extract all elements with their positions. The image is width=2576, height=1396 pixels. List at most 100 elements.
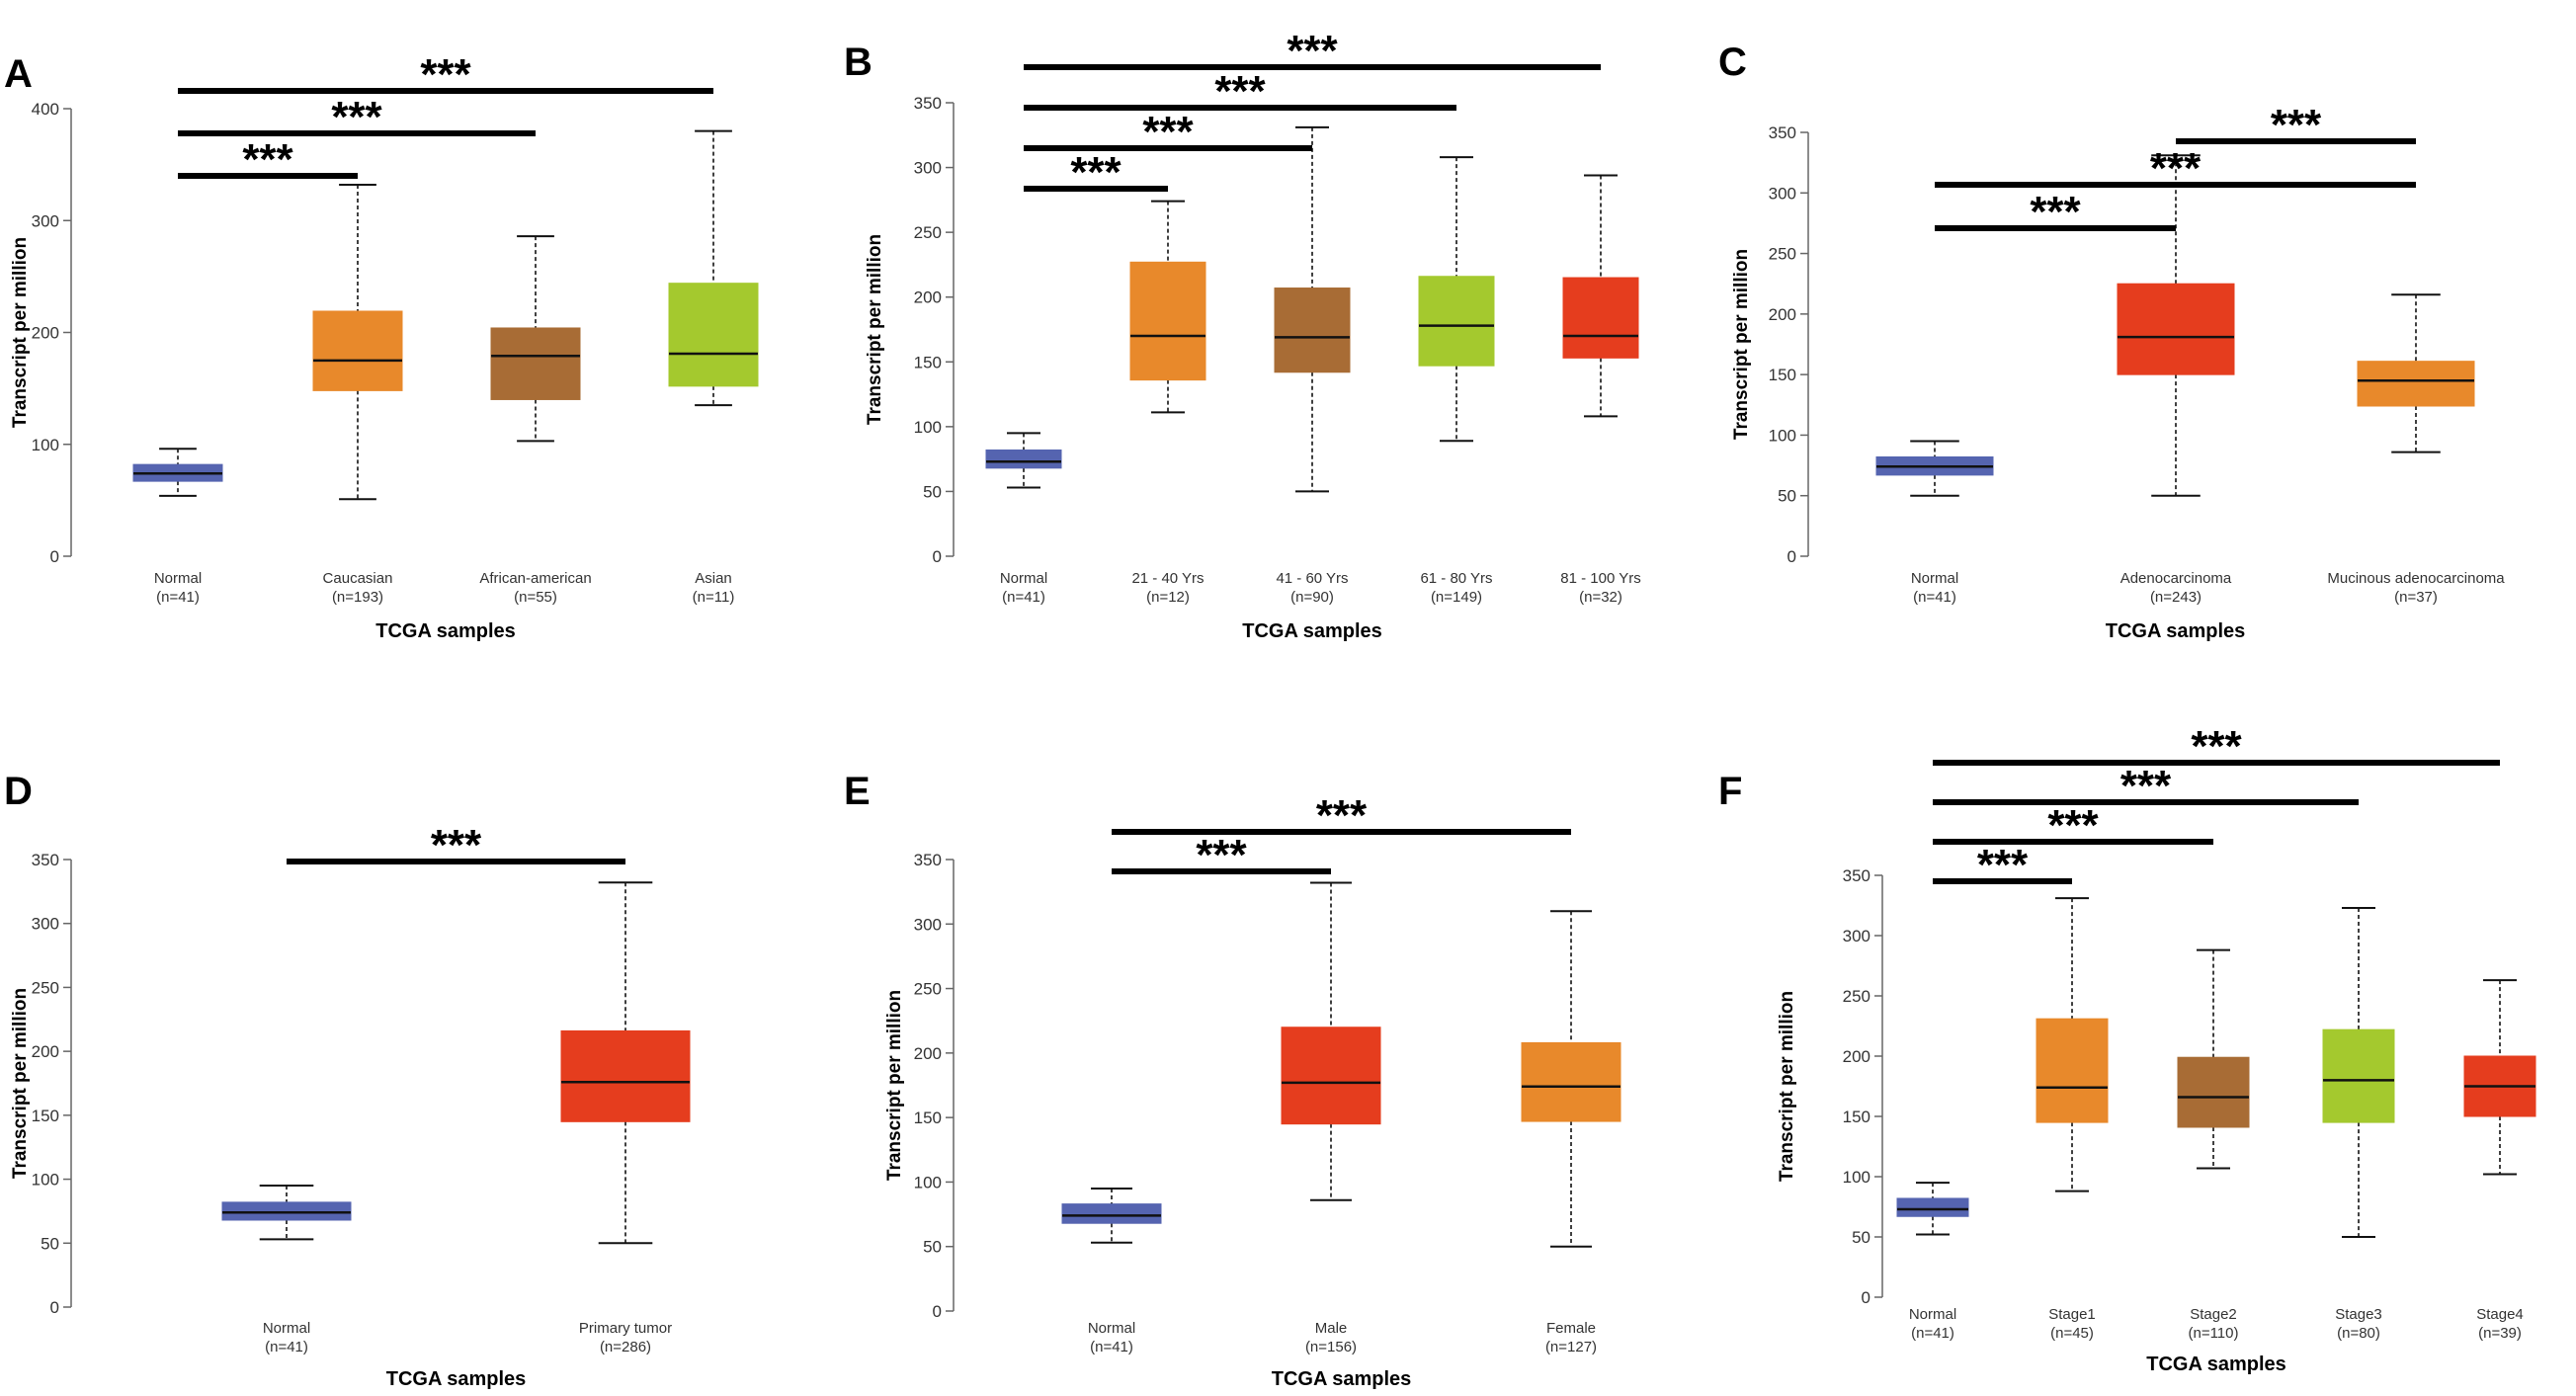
box-iqr <box>1896 1197 1969 1217</box>
y-tick-label: 300 <box>914 915 942 934</box>
significance-label: *** <box>1142 108 1194 156</box>
y-tick-label: 100 <box>32 1171 59 1190</box>
significance-label: *** <box>1070 148 1122 197</box>
y-tick-label: 250 <box>1769 245 1796 264</box>
category-count: (n=41) <box>1090 1339 1133 1355</box>
category-count: (n=193) <box>332 589 383 606</box>
box-iqr <box>560 1029 691 1122</box>
category-count: (n=39) <box>2478 1325 2522 1342</box>
box-4 <box>2463 979 2536 1176</box>
category-count: (n=80) <box>2337 1325 2380 1342</box>
y-tick-label: 50 <box>923 1238 942 1257</box>
category-label: Caucasian <box>323 570 393 587</box>
category-label: Stage4 <box>2476 1306 2524 1323</box>
panel-letter: C <box>1718 41 1747 84</box>
significance-label: *** <box>2191 722 2242 771</box>
y-tick-label: 50 <box>1852 1228 1870 1247</box>
box-iqr <box>2036 1018 2109 1123</box>
y-tick-label: 300 <box>1769 184 1796 203</box>
box-iqr <box>668 283 759 387</box>
panel-letter: E <box>844 770 871 813</box>
category-label: Mucinous adenocarcinoma <box>2327 570 2505 587</box>
category-count: (n=41) <box>1002 589 1045 606</box>
y-tick-label: 50 <box>41 1234 59 1253</box>
y-tick-label: 50 <box>1778 487 1796 506</box>
category-count: (n=156) <box>1305 1339 1357 1355</box>
category-label: Normal <box>1000 570 1047 587</box>
box-1 <box>2036 897 2109 1192</box>
y-tick-label: 350 <box>914 94 942 113</box>
category-label: Normal <box>1088 1320 1135 1337</box>
box-2 <box>1521 910 1621 1248</box>
panel-letter: B <box>844 41 873 84</box>
box-2 <box>1274 125 1351 493</box>
y-tick-label: 200 <box>914 288 942 307</box>
y-tick-label: 300 <box>32 211 59 230</box>
category-count: (n=11) <box>693 589 735 606</box>
significance-label: *** <box>2047 801 2099 850</box>
significance-label: *** <box>1316 791 1368 840</box>
box-iqr <box>1129 261 1206 381</box>
significance-label: *** <box>1287 27 1338 75</box>
box-0 <box>1061 1187 1162 1244</box>
y-tick-label: 300 <box>1843 927 1870 945</box>
category-label: Normal <box>263 1320 310 1337</box>
category-count: (n=243) <box>2150 589 2202 606</box>
box-iqr <box>2177 1056 2250 1128</box>
y-tick-label: 400 <box>32 100 59 119</box>
y-axis-label: Transcript per million <box>1731 249 1752 440</box>
box-1 <box>560 881 691 1245</box>
significance-label: *** <box>431 821 482 869</box>
box-0 <box>985 432 1062 489</box>
category-label: Primary tumor <box>579 1320 672 1337</box>
category-label: Female <box>1546 1320 1596 1337</box>
box-iqr <box>312 310 403 391</box>
box-iqr <box>1274 287 1351 373</box>
significance-label: *** <box>2120 762 2172 810</box>
y-tick-label: 0 <box>1787 547 1796 566</box>
y-tick-label: 350 <box>32 851 59 869</box>
panel-e: E 0 50 100 150 200 250 300 350 Transcript per mil… <box>844 770 1621 1390</box>
box-iqr <box>1281 1026 1381 1125</box>
y-tick-label: 250 <box>914 223 942 242</box>
significance-label: *** <box>420 50 471 99</box>
box-3 <box>2322 906 2395 1238</box>
y-tick-label: 100 <box>1843 1168 1870 1187</box>
box-iqr <box>1562 277 1639 359</box>
y-tick-label: 0 <box>933 547 942 566</box>
y-tick-label: 200 <box>1843 1047 1870 1066</box>
x-axis-label: TCGA samples <box>375 620 516 642</box>
box-iqr <box>1418 276 1495 367</box>
category-label: Normal <box>1909 1306 1956 1323</box>
panel-c: C 0 50 100 150 200 250 300 350 Transcript per mil… <box>1718 41 2505 642</box>
y-tick-label: 250 <box>1843 987 1870 1006</box>
box-iqr <box>1521 1041 1621 1122</box>
y-tick-label: 300 <box>914 159 942 178</box>
category-count: (n=90) <box>1290 589 1334 606</box>
y-tick-label: 150 <box>1769 366 1796 384</box>
category-label: Stage1 <box>2048 1306 2096 1323</box>
y-axis-label: Transcript per million <box>10 237 31 428</box>
box-3 <box>1418 156 1495 443</box>
box-3 <box>668 129 759 407</box>
category-count: (n=110) <box>2188 1325 2238 1342</box>
y-axis-label: Transcript per million <box>884 990 905 1181</box>
box-iqr <box>985 449 1062 469</box>
category-label: African-american <box>479 570 591 587</box>
y-axis-label: Transcript per million <box>10 988 31 1179</box>
significance-label: *** <box>2030 188 2081 236</box>
box-1 <box>312 184 403 501</box>
category-count: (n=12) <box>1146 589 1190 606</box>
y-tick-label: 100 <box>1769 426 1796 445</box>
y-tick-label: 200 <box>1769 305 1796 324</box>
y-tick-label: 0 <box>1862 1288 1870 1307</box>
y-tick-label: 350 <box>914 851 942 869</box>
category-count: (n=32) <box>1579 589 1622 606</box>
panel-b: B 0 50 100 150 200 250 300 350 Transcript per mil… <box>844 27 1641 642</box>
box-0 <box>221 1185 352 1241</box>
significance-label: *** <box>242 135 293 184</box>
box-iqr <box>1061 1203 1162 1224</box>
y-tick-label: 0 <box>933 1302 942 1321</box>
category-label: 21 - 40 Yrs <box>1131 570 1204 587</box>
